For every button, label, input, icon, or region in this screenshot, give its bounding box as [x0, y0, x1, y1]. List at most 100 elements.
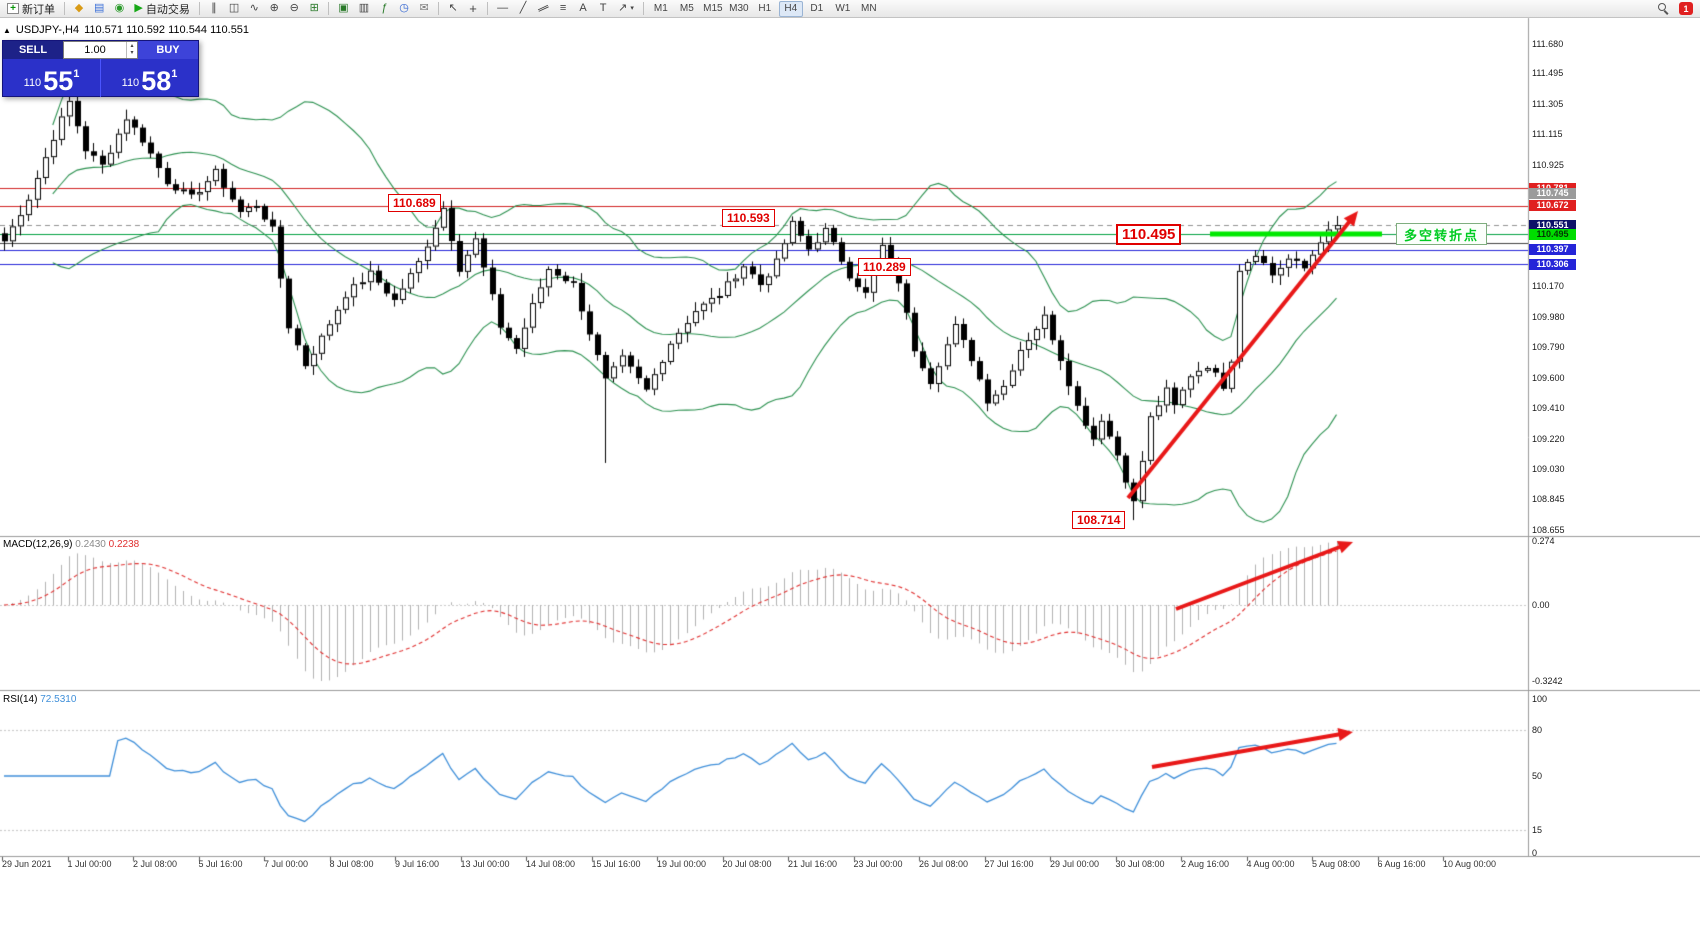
- auto-trading-button[interactable]: ▶ 自动交易: [130, 1, 193, 17]
- one-click-trading-panel: SELL 1.00 ▴ ▾ BUY 110 55 1 110 58 1: [2, 40, 199, 97]
- channel-icon: ∥: [536, 3, 551, 14]
- notification-badge[interactable]: 1: [1679, 2, 1693, 15]
- profiles-icon: ▤: [94, 2, 105, 14]
- volume-spinner[interactable]: ▴ ▾: [126, 42, 137, 58]
- fibonacci-icon: ≡: [559, 2, 567, 14]
- timeframe-group: M1 M5 M15 M30 H1 H4 D1 W1 MN: [648, 0, 882, 17]
- symbol-name: USDJPY-,H4: [15, 24, 80, 36]
- chart-profile-icon: ▥: [358, 2, 370, 14]
- search-button[interactable]: [1654, 1, 1673, 17]
- buy-price[interactable]: 110 58 1: [100, 59, 198, 97]
- turning-point-label[interactable]: 多空转折点: [1396, 223, 1488, 245]
- macd-signal-value: 0.2238: [108, 539, 140, 550]
- buy-button[interactable]: BUY: [138, 41, 198, 59]
- bar-chart-button[interactable]: ∥: [205, 1, 223, 17]
- toolbar-separator: [64, 2, 65, 15]
- cursor-icon: ↖: [448, 2, 458, 14]
- tile-windows-button[interactable]: ⊞: [305, 1, 323, 17]
- text-button[interactable]: A: [574, 1, 592, 17]
- timeframe-button-w1[interactable]: W1: [835, 3, 851, 14]
- market-icon: ◆: [74, 2, 84, 14]
- timeframe-button-mn[interactable]: MN: [861, 3, 877, 14]
- timeframe-button-m15[interactable]: M15: [703, 3, 723, 14]
- macd-name: MACD(12,26,9): [3, 539, 73, 550]
- arrow-objects-icon: ↗: [618, 2, 628, 14]
- candlestick-icon: ◫: [228, 2, 240, 14]
- crosshair-button[interactable]: +: [464, 1, 482, 17]
- auto-trading-label: 自动交易: [145, 3, 190, 16]
- main-toolbar: 新订单 ◆ ▤ ◉ ▶ 自动交易 ∥ ◫ ∿ ⊕ ⊖ ⊞ ▣ ▥ ƒ ◷ ✉ ↖…: [0, 0, 1700, 18]
- sell-price-prefix: 110: [23, 77, 42, 89]
- timeframe-button-d1[interactable]: D1: [810, 3, 824, 14]
- crosshair-icon: +: [469, 1, 477, 16]
- tile-windows-icon: ⊞: [309, 2, 319, 14]
- timeframe-button-m1[interactable]: M1: [653, 3, 668, 14]
- sell-price[interactable]: 110 55 1: [3, 59, 100, 97]
- new-chart-button[interactable]: ▣: [334, 1, 352, 17]
- volume-field[interactable]: 1.00 ▴ ▾: [63, 41, 138, 59]
- text-label-icon: T: [599, 2, 607, 14]
- mail-icon: ✉: [419, 2, 429, 14]
- chart-profile-button[interactable]: ▥: [355, 1, 373, 17]
- trendline-icon: ╱: [519, 2, 527, 14]
- indicators-button[interactable]: ƒ: [375, 1, 393, 17]
- toolbar-separator: [487, 2, 489, 15]
- symbol-quotes: 110.571 110.592 110.544 110.551: [84, 24, 250, 36]
- clock-icon: ◷: [399, 2, 409, 14]
- trendline-button[interactable]: ╱: [514, 1, 532, 17]
- arrow-objects-button[interactable]: ↗ ▾: [614, 1, 638, 17]
- refresh-button[interactable]: ◉: [110, 1, 128, 17]
- toolbar-separator: [198, 2, 200, 15]
- text-label-button[interactable]: T: [594, 1, 612, 17]
- rsi-indicator-label: RSI(14) 72.5310: [3, 694, 76, 705]
- timeframe-button-h1[interactable]: H1: [758, 3, 772, 14]
- zoom-out-button[interactable]: ⊖: [285, 1, 303, 17]
- line-chart-icon: ∿: [249, 2, 259, 14]
- toolbar-right: 1: [1653, 1, 1698, 17]
- zoom-in-icon: ⊕: [269, 2, 279, 14]
- new-order-button[interactable]: 新订单: [3, 1, 59, 17]
- candlestick-button[interactable]: ◫: [225, 1, 243, 17]
- macd-main-value: 0.2430: [75, 539, 106, 550]
- fibonacci-button[interactable]: ≡: [554, 1, 572, 17]
- period-clock-button[interactable]: ◷: [395, 1, 413, 17]
- timeframe-button-m5[interactable]: M5: [679, 3, 694, 14]
- volume-value: 1.00: [84, 44, 106, 56]
- line-chart-button[interactable]: ∿: [245, 1, 263, 17]
- spinner-up-icon[interactable]: ▴: [130, 43, 134, 49]
- zoom-out-icon: ⊖: [289, 2, 299, 14]
- sell-price-sup: 1: [73, 68, 80, 80]
- new-chart-icon: ▣: [338, 2, 349, 14]
- macd-indicator-label: MACD(12,26,9) 0.2430 0.2238: [3, 539, 139, 550]
- timeframe-button-h4[interactable]: H4: [778, 0, 803, 17]
- horizontal-line-button[interactable]: —: [493, 1, 512, 17]
- rsi-name: RSI(14): [3, 694, 38, 705]
- cursor-button[interactable]: ↖: [444, 1, 462, 17]
- new-order-icon: [7, 3, 19, 14]
- mailbox-button[interactable]: ✉: [415, 1, 433, 17]
- buy-price-prefix: 110: [121, 77, 140, 89]
- search-icon: [1658, 3, 1669, 14]
- chevron-down-icon: ▾: [630, 5, 634, 12]
- rsi-value: 72.5310: [40, 694, 77, 705]
- new-order-label: 新订单: [22, 3, 55, 16]
- collapse-arrow-icon[interactable]: ▲: [3, 25, 11, 35]
- zoom-in-button[interactable]: ⊕: [265, 1, 283, 17]
- play-icon: ▶: [134, 2, 143, 14]
- sell-price-big: 55: [43, 66, 74, 97]
- refresh-icon: ◉: [114, 2, 125, 14]
- horizontal-line-icon: —: [497, 2, 509, 14]
- market-button[interactable]: ◆: [70, 1, 88, 17]
- symbol-header: ▲ USDJPY-,H4 110.571 110.592 110.544 110…: [3, 24, 249, 36]
- channel-button[interactable]: ∥: [534, 1, 552, 17]
- text-icon: A: [579, 2, 587, 14]
- profiles-button[interactable]: ▤: [90, 1, 108, 17]
- timeframe-button-m30[interactable]: M30: [729, 3, 749, 14]
- toolbar-separator: [328, 2, 330, 15]
- toolbar-separator: [642, 2, 644, 15]
- toolbar-separator: [438, 2, 440, 15]
- sell-button[interactable]: SELL: [3, 41, 63, 59]
- spinner-down-icon[interactable]: ▾: [130, 50, 134, 56]
- buy-price-sup: 1: [171, 68, 178, 80]
